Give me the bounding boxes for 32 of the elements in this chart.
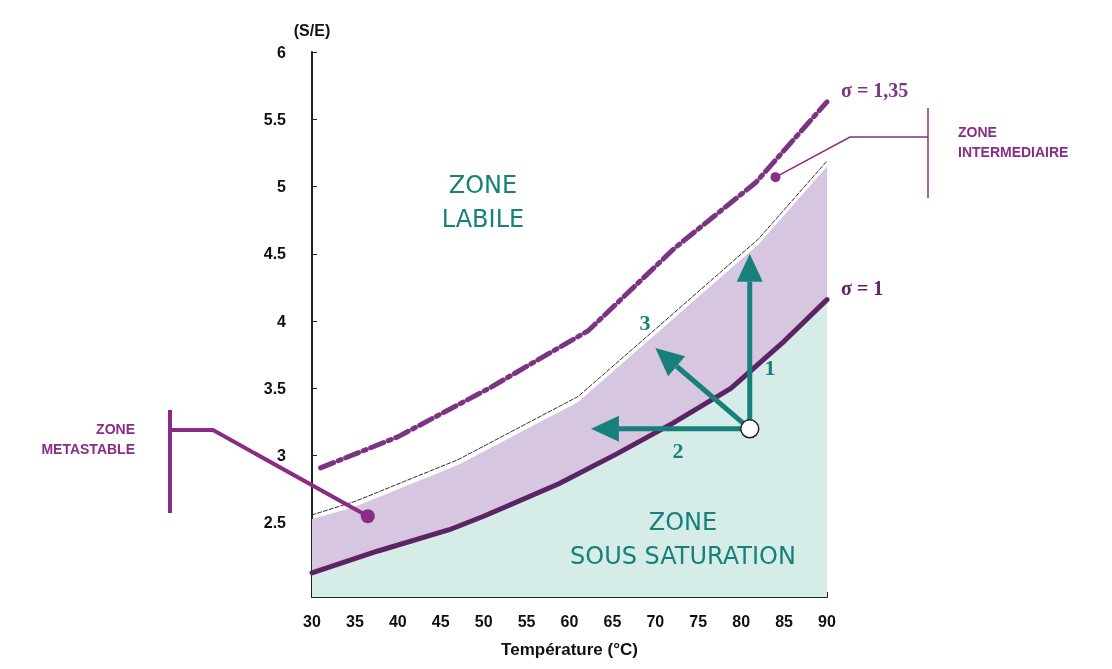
series-label: σ = 1 (841, 276, 884, 299)
x-tick-label: 90 (818, 612, 836, 630)
x-tick-label: 65 (603, 612, 622, 630)
x-tick-label: 70 (646, 612, 665, 630)
y-axis-title: (S/E) (293, 21, 331, 39)
annotation: 2 (672, 438, 684, 463)
x-tick-label: 80 (732, 612, 751, 630)
annotation: 1 (764, 355, 776, 380)
x-tick-label: 40 (388, 612, 407, 630)
annotation: ZONE SOUS SATURATION (570, 508, 796, 570)
y-tick-label: 5 (277, 178, 287, 196)
y-tick-label: 3.5 (263, 379, 287, 397)
x-tick-label: 75 (689, 612, 708, 630)
y-tick-label: 3 (277, 447, 287, 465)
x-tick-label: 35 (346, 612, 364, 630)
text: ZONE INTERMEDIAIRE (958, 124, 1069, 160)
x-axis-title: Température (°C) (501, 640, 638, 659)
y-tick-label: 4.5 (263, 245, 287, 263)
annotation: ZONE LABILE (441, 171, 525, 233)
text: ZONE METASTABLE (41, 421, 135, 457)
x-tick-label: 50 (474, 612, 493, 630)
y-tick-label: 2.5 (263, 514, 287, 532)
x-tick-label: 30 (303, 612, 321, 630)
x-tick-label: 60 (560, 612, 579, 630)
annotation: 3 (639, 310, 651, 335)
x-tick-label: 85 (775, 612, 794, 630)
y-tick-label: 5.5 (263, 110, 287, 128)
x-tick-label: 55 (517, 612, 536, 630)
series-label: σ = 1,35 (841, 78, 909, 101)
x-tick-label: 45 (431, 612, 450, 630)
y-tick-label: 4 (277, 312, 287, 330)
y-tick-label: 6 (277, 43, 287, 61)
